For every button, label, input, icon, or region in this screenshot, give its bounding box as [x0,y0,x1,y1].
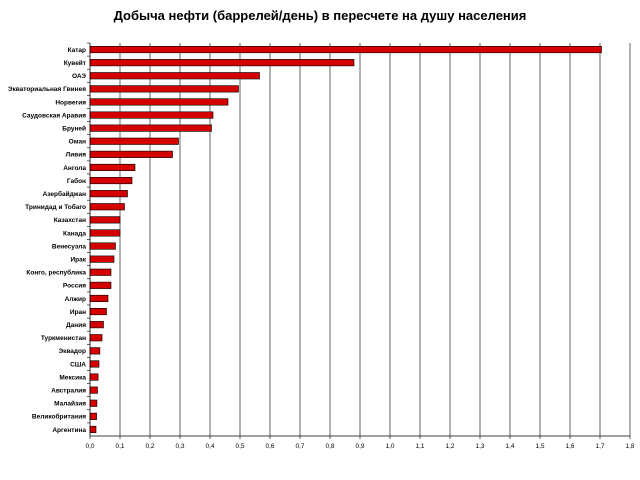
x-tick-label: 1,2 [445,443,454,450]
category-label: ОАЭ [72,73,86,80]
category-label: Азербайджан [43,190,86,198]
category-label: Эквадор [59,348,86,355]
category-label: Оман [69,139,86,146]
bar [89,59,355,67]
category-label: Бруней [62,124,86,132]
x-tick-label: 0,8 [325,443,334,450]
bar [89,72,260,80]
x-tick-label: 0,6 [265,443,274,450]
bar [89,386,98,394]
x-tick-label: 1,4 [505,443,514,450]
category-label: Канада [63,230,86,237]
chart-title: Добыча нефти (баррелей/день) в пересчете… [113,8,527,23]
x-tick-label: 1,0 [385,443,394,450]
x-tick-label: 1,7 [595,443,604,450]
x-tick-label: 1,3 [475,443,484,450]
x-tick-label: 0,5 [235,443,244,450]
bar [89,98,229,106]
bar [89,229,121,237]
category-label: Ирак [70,256,86,263]
x-tick-label: 0,7 [295,443,304,450]
category-label: Тринидад и Тобаго [25,203,86,211]
category-label: Габон [67,177,86,185]
category-label: Экваториальная Гвинея [8,86,86,93]
category-label: Ангола [63,165,86,172]
bar [89,137,179,145]
category-label: Малайзия [54,400,86,408]
category-label: Аргентина [52,427,86,434]
bar [89,268,112,276]
x-tick-label: 0,3 [175,443,184,450]
category-label: Казахстан [54,217,86,224]
x-tick-label: 0,9 [355,443,364,450]
category-label: США [70,361,86,368]
bar [89,425,97,434]
bar [89,281,112,289]
bar [89,412,97,420]
grid-layer [119,43,631,436]
bar [89,124,212,132]
bar [89,321,104,329]
bar [89,242,116,250]
category-label: Россия [63,283,86,290]
category-label: Венесуэла [52,243,86,250]
category-label: Туркменистан [41,335,86,342]
category-label: Ливия [66,152,87,159]
bar-layer [89,45,602,434]
bar [89,45,602,54]
bar [89,399,98,407]
x-tick-label: 1,5 [535,443,544,450]
bar [89,373,99,381]
x-tick-label: 1,8 [625,443,634,450]
label-layer: 0,0 0,1 0,2 0,3 0,4 0,5 0,6 0,7 0,8 0,9 1,0 1,1 1,2 1… [8,47,635,450]
category-label: Иран [70,309,86,316]
bar [89,360,100,368]
bar [89,190,128,198]
bar [89,177,133,185]
category-label: Норвегия [55,99,86,106]
category-label: Саудовская Аравия [22,112,86,119]
x-tick-label: 1,1 [415,443,424,450]
bar [89,111,214,119]
category-label: Австралия [51,387,86,394]
category-label: Алжир [65,296,86,303]
bar [89,307,107,316]
bar [89,203,125,211]
bar [89,150,173,158]
category-label: Великобритания [32,413,86,421]
bar [89,216,121,224]
bar [89,347,101,355]
x-tick-label: 0,4 [205,443,214,450]
x-tick-label: 0,1 [115,443,124,450]
category-label: Дания [66,322,86,329]
bar [89,334,103,342]
x-tick-label: 0,0 [85,443,94,450]
category-label: Катар [68,47,86,54]
x-tick-label: 1,6 [565,443,574,450]
x-tick-label: 0,2 [145,443,154,450]
category-label: Кувейт [64,59,86,67]
bar [89,85,239,93]
bar [89,294,109,303]
category-label: Мексика [59,374,86,381]
category-label: Конго, республика [26,269,86,277]
bar [89,255,115,263]
axis-layer [87,42,631,439]
bar [89,163,136,171]
